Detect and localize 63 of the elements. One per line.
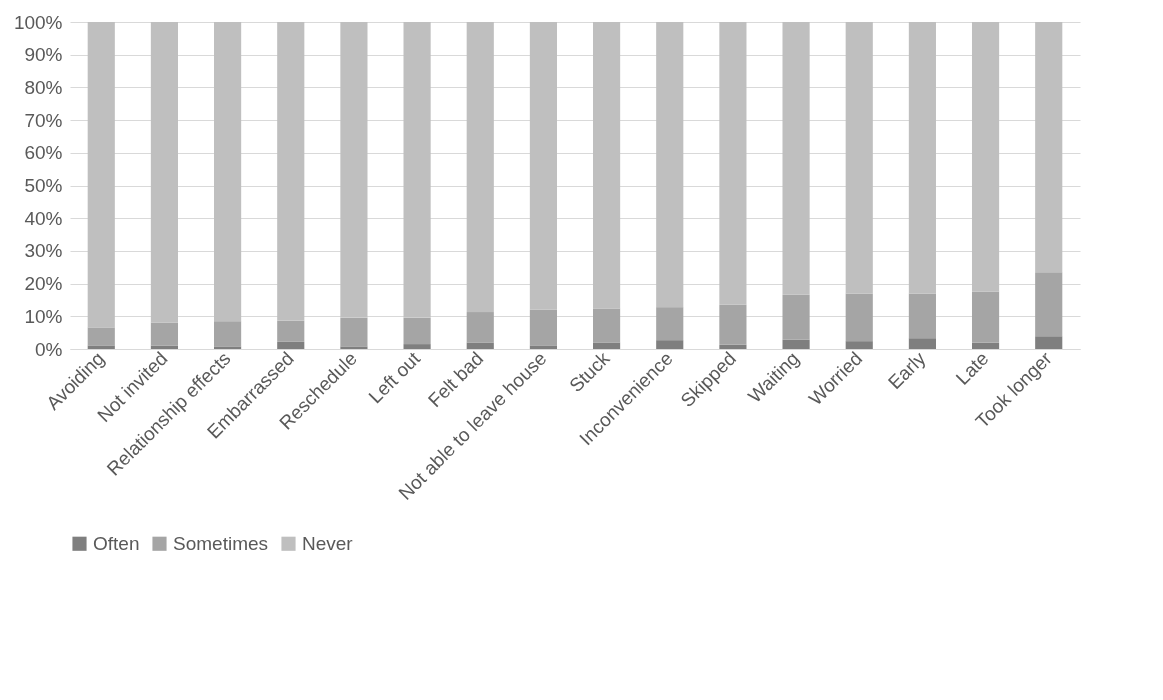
legend-label: Often [93, 532, 140, 554]
bar [529, 22, 557, 310]
y-tick-label: 50% [24, 175, 63, 196]
bar [403, 344, 431, 349]
y-tick-label: 70% [24, 109, 63, 131]
bar [908, 22, 936, 294]
bar [403, 317, 431, 345]
y-tick-label: 40% [24, 207, 63, 229]
y-tick-label: 30% [24, 240, 63, 262]
legend-label: Sometimes [173, 532, 269, 554]
y-tick-label: 80% [24, 76, 63, 98]
bar [656, 307, 684, 341]
bar [529, 345, 557, 349]
bar [1035, 22, 1063, 273]
bar [593, 22, 621, 309]
x-tick-label: Left out [364, 347, 425, 408]
y-tick-label: 20% [24, 273, 63, 295]
bar [277, 341, 305, 349]
bar [1035, 272, 1063, 337]
bar [656, 22, 684, 308]
bar [656, 340, 684, 349]
bar [971, 22, 1000, 292]
y-tick-label: 100% [13, 11, 63, 33]
bar [150, 345, 179, 349]
bar [845, 22, 873, 294]
bar [719, 22, 747, 305]
bar [340, 22, 368, 318]
bar [150, 22, 179, 323]
bar [277, 22, 305, 321]
bar [529, 309, 557, 346]
bar [150, 322, 179, 346]
bar [466, 342, 494, 349]
bar [214, 321, 242, 347]
bar [87, 327, 115, 346]
bar [466, 22, 494, 313]
bar [214, 22, 242, 322]
bar [214, 346, 242, 349]
y-tick-label: 10% [24, 305, 63, 327]
bar [782, 22, 810, 295]
bar [782, 294, 810, 340]
y-tick-label: 60% [24, 142, 63, 164]
bar [340, 317, 368, 347]
bar [277, 320, 305, 342]
y-tick-label: 90% [24, 44, 63, 66]
x-tick-label: Late [951, 347, 993, 389]
bar [845, 293, 873, 342]
bar [466, 312, 494, 343]
bar [971, 342, 1000, 349]
bar [403, 22, 431, 318]
bar [971, 291, 1000, 343]
bar [87, 345, 115, 349]
bar [719, 304, 747, 345]
bar [782, 339, 810, 349]
bar [719, 344, 747, 349]
bar [593, 308, 621, 343]
legend-label: Never [302, 532, 354, 554]
bar [340, 346, 368, 349]
bar [845, 341, 873, 349]
bar [87, 22, 115, 328]
bar [593, 342, 621, 349]
bar [908, 338, 936, 349]
bar [908, 293, 936, 339]
bar [1035, 336, 1063, 349]
